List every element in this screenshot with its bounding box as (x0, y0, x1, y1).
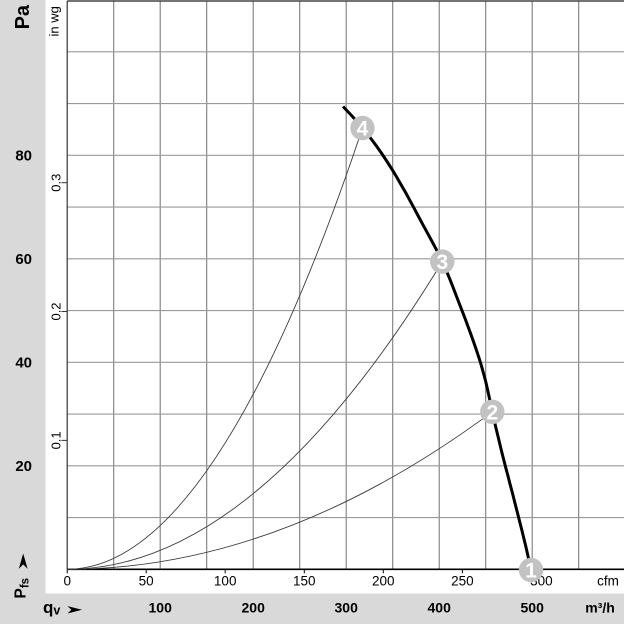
svg-text:4: 4 (357, 118, 369, 141)
svg-text:2: 2 (486, 401, 498, 424)
svg-text:3: 3 (436, 251, 448, 274)
svg-text:40: 40 (15, 355, 32, 372)
svg-text:m³/h: m³/h (585, 600, 615, 616)
svg-text:cfm: cfm (597, 573, 619, 588)
svg-text:qv: qv (43, 598, 60, 618)
svg-text:400: 400 (428, 600, 452, 616)
svg-text:Pa: Pa (12, 4, 34, 29)
svg-text:0.1: 0.1 (49, 431, 64, 449)
svg-text:100: 100 (214, 573, 237, 588)
svg-text:500: 500 (521, 600, 545, 616)
svg-text:250: 250 (451, 573, 474, 588)
svg-text:0.2: 0.2 (49, 302, 64, 320)
svg-text:300: 300 (335, 600, 359, 616)
svg-text:60: 60 (15, 251, 32, 268)
svg-text:0.3: 0.3 (49, 174, 64, 192)
svg-text:1: 1 (525, 560, 537, 583)
svg-text:150: 150 (293, 573, 316, 588)
svg-text:80: 80 (15, 148, 32, 165)
svg-text:0: 0 (63, 573, 71, 588)
svg-text:100: 100 (149, 600, 173, 616)
svg-text:20: 20 (15, 458, 32, 475)
svg-text:200: 200 (242, 600, 266, 616)
svg-text:200: 200 (372, 573, 395, 588)
svg-text:in wg: in wg (47, 6, 62, 36)
svg-text:50: 50 (139, 573, 154, 588)
